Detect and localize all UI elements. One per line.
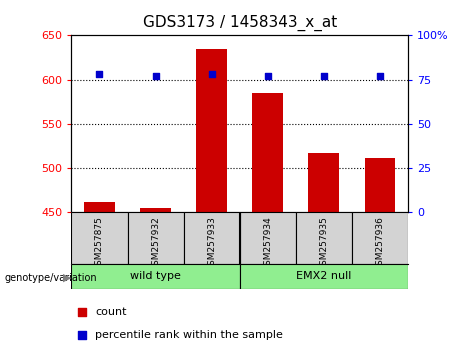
Text: GSM257934: GSM257934 — [263, 217, 272, 271]
Point — [208, 72, 215, 77]
Text: percentile rank within the sample: percentile rank within the sample — [95, 330, 283, 341]
Bar — [128, 212, 183, 264]
Title: GDS3173 / 1458343_x_at: GDS3173 / 1458343_x_at — [142, 15, 337, 31]
Point — [320, 73, 327, 79]
Point — [264, 73, 272, 79]
Bar — [240, 264, 408, 289]
Bar — [365, 159, 396, 212]
Text: GSM257933: GSM257933 — [207, 217, 216, 272]
Text: genotype/variation: genotype/variation — [5, 273, 97, 283]
Bar — [352, 212, 408, 264]
Text: GSM257875: GSM257875 — [95, 217, 104, 272]
Point — [152, 73, 160, 79]
Bar — [84, 202, 115, 212]
Point — [328, 217, 335, 222]
Bar — [71, 264, 240, 289]
Text: GSM257932: GSM257932 — [151, 217, 160, 271]
Bar — [296, 212, 352, 264]
Text: count: count — [95, 307, 126, 318]
Point — [96, 72, 103, 77]
Bar — [196, 49, 227, 212]
Text: wild type: wild type — [130, 271, 181, 281]
Point — [376, 73, 384, 79]
Text: ▶: ▶ — [63, 273, 71, 283]
Bar — [140, 208, 171, 212]
Bar — [71, 212, 128, 264]
Bar — [240, 212, 296, 264]
Text: GSM257936: GSM257936 — [375, 217, 384, 272]
Bar — [183, 212, 240, 264]
Bar — [308, 153, 339, 212]
Text: EMX2 null: EMX2 null — [296, 271, 352, 281]
Point — [328, 7, 335, 13]
Bar — [252, 93, 283, 212]
Text: GSM257935: GSM257935 — [319, 217, 328, 272]
